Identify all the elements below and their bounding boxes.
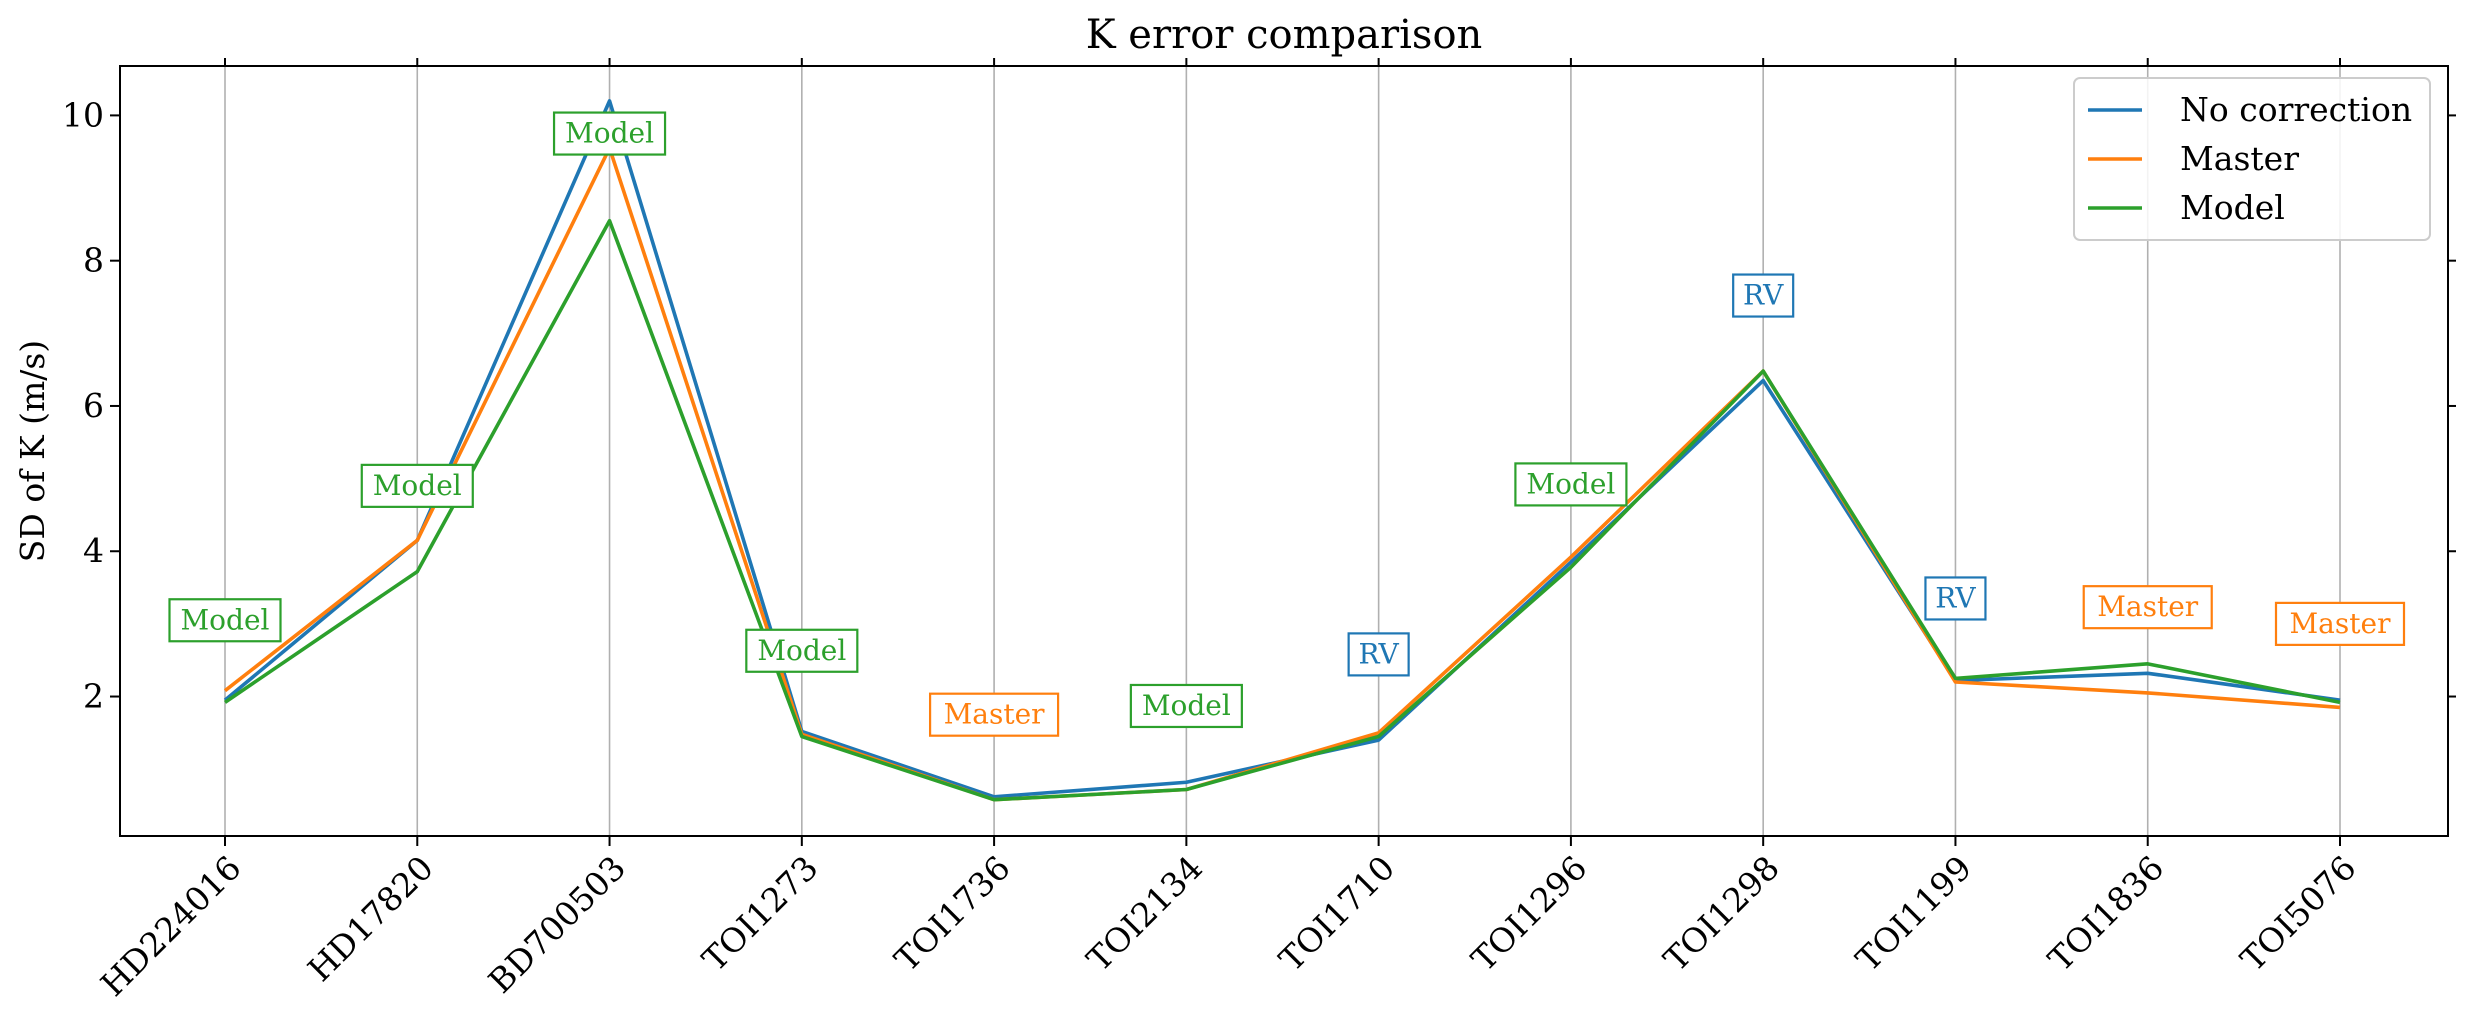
annotation-bd700503: Model (552, 111, 667, 156)
annotation-toi5076: Master (2274, 601, 2406, 646)
annotation-label: Model (373, 469, 462, 502)
grid-lines (224, 66, 2341, 836)
annotation-label: Model (181, 603, 270, 636)
annotation-box (360, 463, 474, 508)
annotation-toi1710: RV (1347, 632, 1410, 677)
legend-box (2073, 77, 2431, 241)
annotation-toi1298: RV (1732, 273, 1795, 318)
annotation-box (552, 111, 667, 156)
annotations: Model Model Model Model Master Model RV Model RV… (168, 111, 2406, 737)
y-tick-label: 10 (62, 95, 104, 134)
annotation-box (2082, 585, 2213, 630)
legend: No correction Master Model (2073, 77, 2431, 241)
plot-frame (119, 65, 2449, 837)
annotation-box (168, 598, 282, 643)
annotation-label: Master (2290, 607, 2392, 640)
annotation-box (745, 628, 859, 673)
annotation-label: Model (1526, 467, 1615, 500)
chart-title: K error comparison (1086, 12, 1483, 58)
annotation-label: Master (944, 698, 1046, 731)
annotation-box (2274, 601, 2406, 646)
series-line-model (223, 218, 2341, 802)
series-lines (223, 99, 2341, 802)
annotation-toi1273: Model (745, 628, 859, 673)
annotation-box (1347, 632, 1410, 677)
legend-entry-model: Model (2180, 188, 2285, 227)
annotation-label: Model (757, 634, 846, 667)
annotation-box (928, 692, 1060, 737)
annotation-label: RV (1358, 637, 1399, 670)
y-tick-label: 4 (83, 531, 104, 570)
annotation-label: Model (565, 117, 654, 150)
annotation-toi1296: Model (1514, 462, 1628, 507)
annotation-toi1836: Master (2082, 585, 2213, 630)
annotation-toi1199: RV (1924, 576, 1987, 621)
legend-entry-no-correction: No correction (2180, 90, 2412, 129)
annotation-box (1129, 683, 1243, 729)
annotation-hd17820: Model (360, 463, 474, 508)
annotation-toi1736: Master (928, 692, 1060, 737)
y-tick-label: 2 (83, 677, 104, 716)
annotation-hd224016: Model (168, 598, 282, 643)
y-tick-label: 6 (83, 386, 104, 425)
annotation-label: RV (1935, 581, 1976, 614)
annotation-label: Master (2097, 590, 2199, 623)
legend-entry-master: Master (2180, 139, 2299, 178)
y-axis-label: SD of K (m/s) (13, 340, 52, 562)
annotation-toi2134: Model (1129, 683, 1243, 729)
annotation-box (1924, 576, 1987, 621)
annotation-box (1732, 273, 1795, 318)
y-tick-label: 8 (83, 241, 104, 280)
annotation-box (1514, 462, 1628, 507)
annotation-label: Model (1142, 689, 1231, 722)
annotation-label: RV (1743, 279, 1784, 312)
